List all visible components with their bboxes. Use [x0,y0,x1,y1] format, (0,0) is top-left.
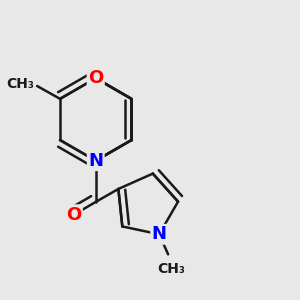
Text: N: N [152,225,167,243]
Text: O: O [88,69,103,87]
Text: N: N [88,152,103,170]
Text: CH₃: CH₃ [157,262,185,276]
Text: CH₃: CH₃ [6,77,34,92]
Text: O: O [66,206,81,224]
